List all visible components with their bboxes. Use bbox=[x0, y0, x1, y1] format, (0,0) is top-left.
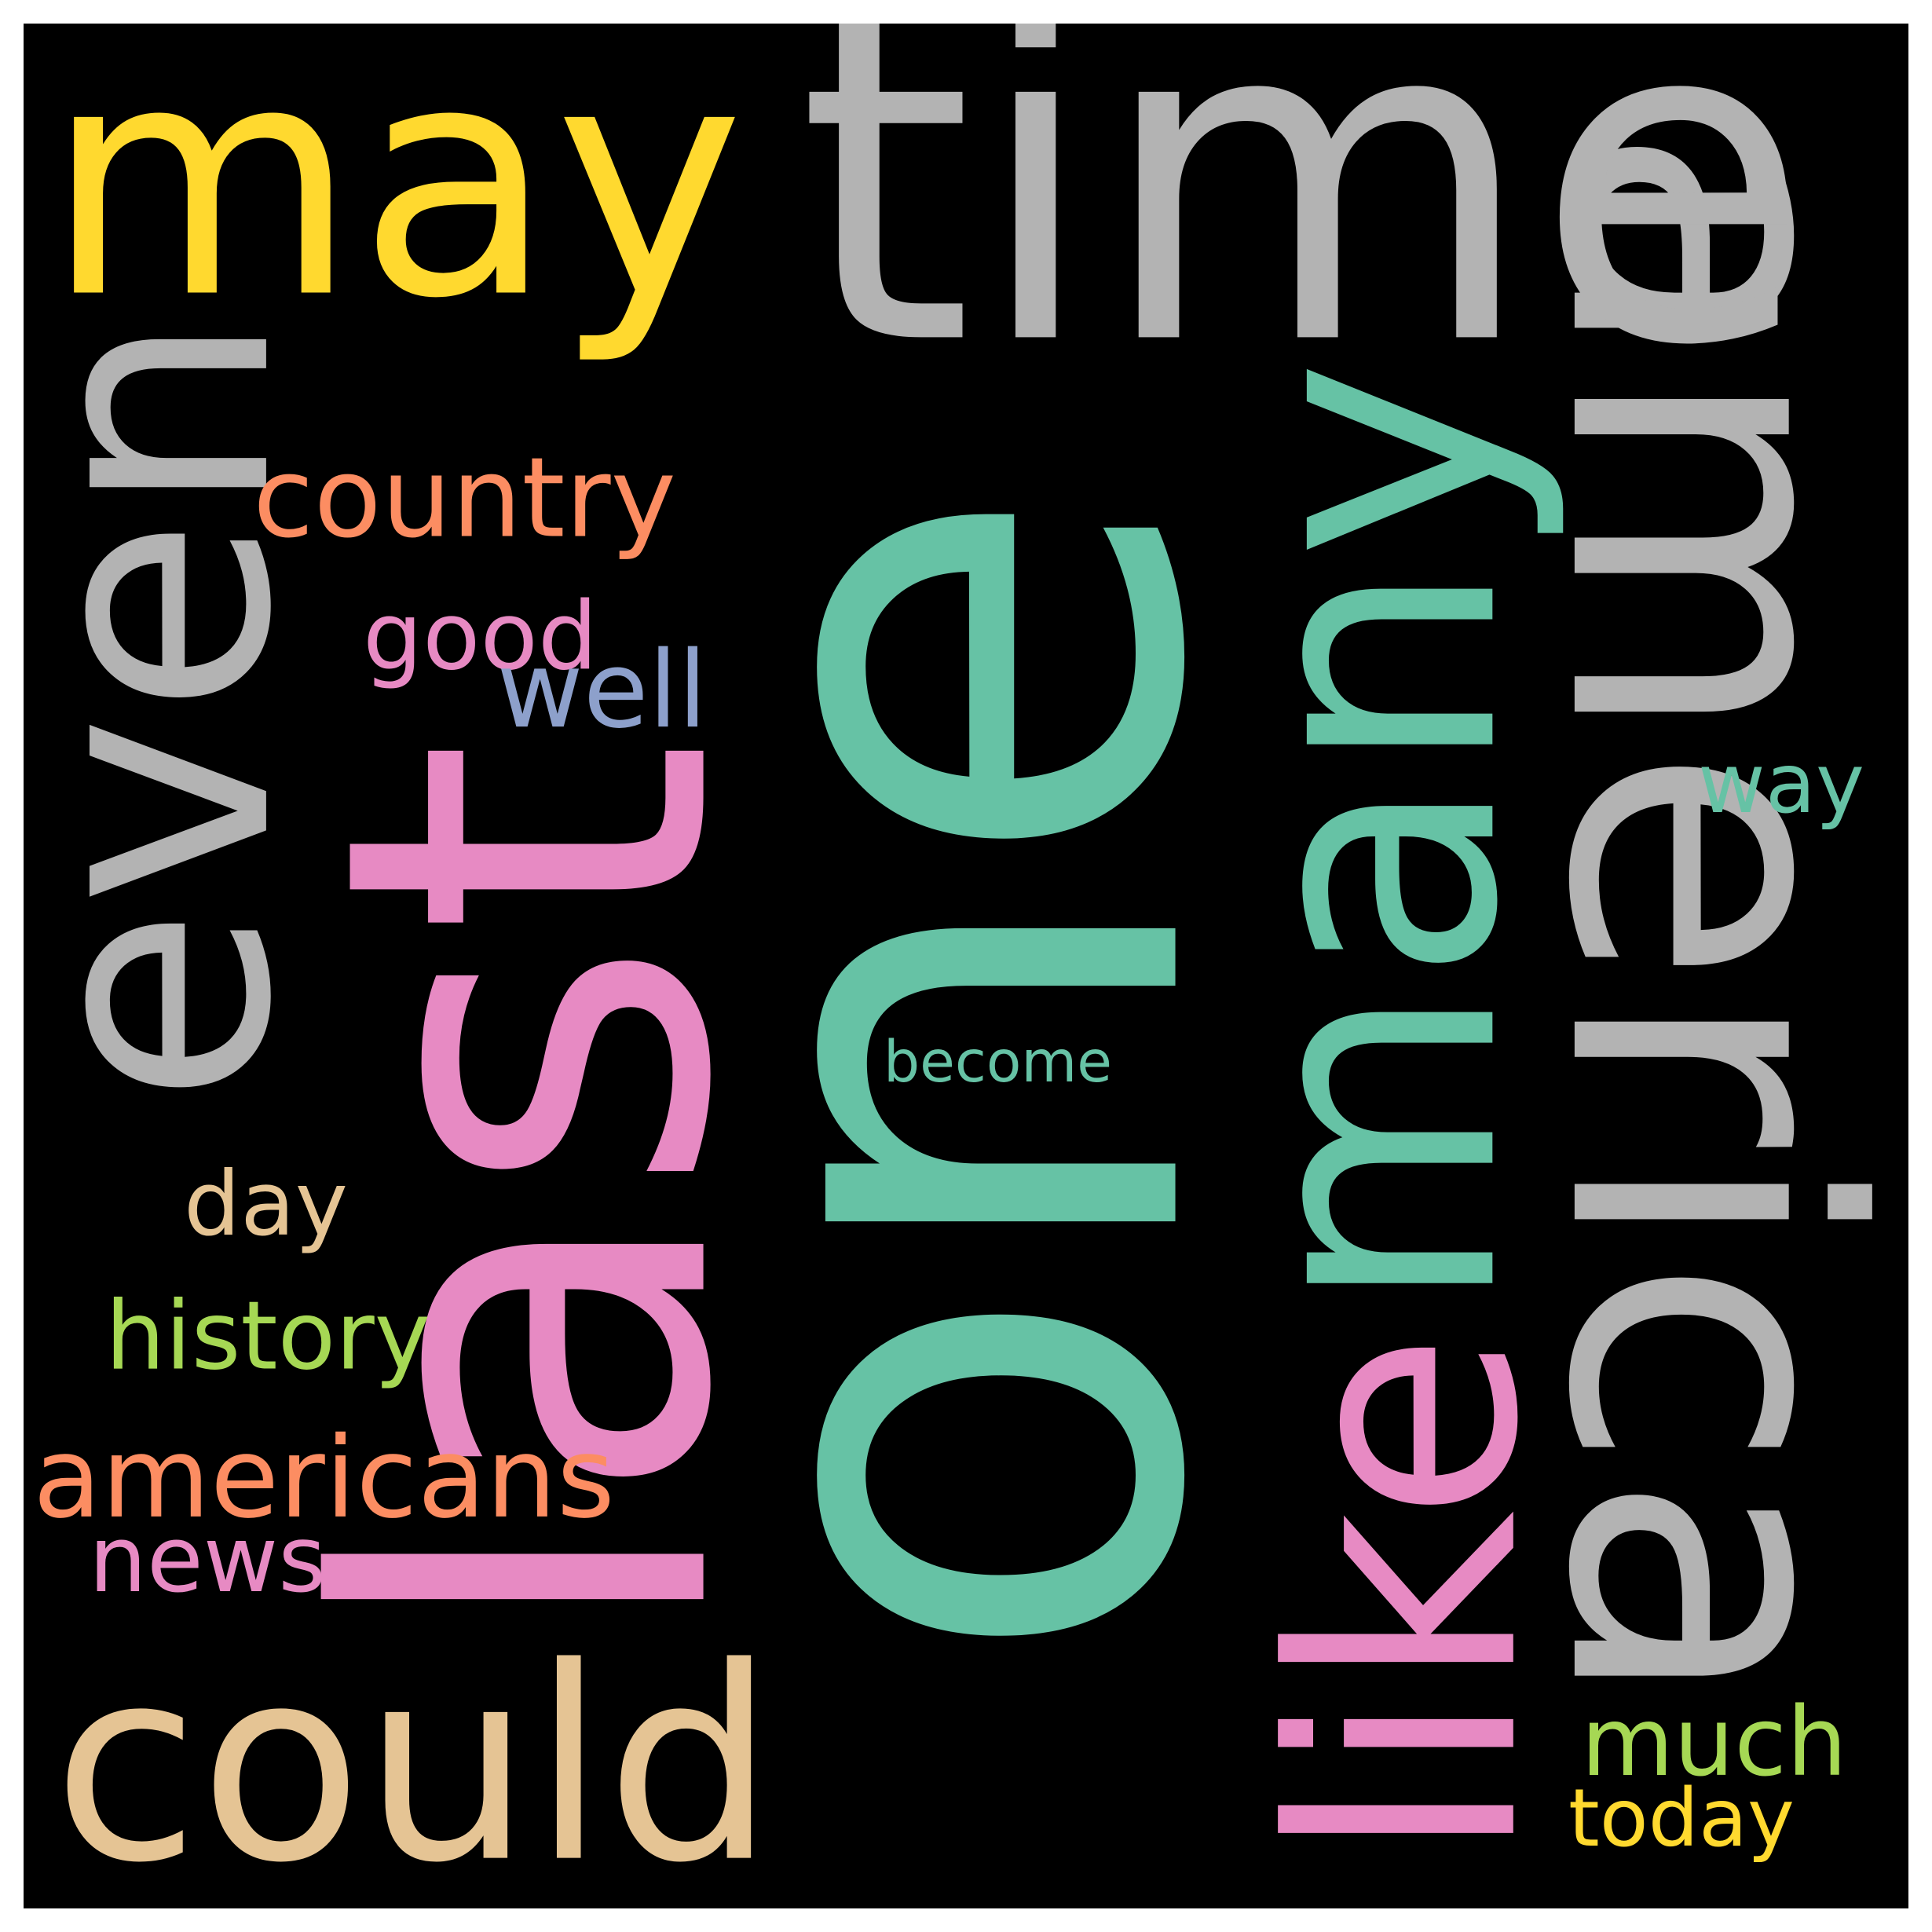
word-way: way bbox=[1698, 736, 1864, 832]
word-country: country bbox=[253, 434, 676, 563]
word-day: day bbox=[184, 1152, 348, 1257]
word-americans: americans bbox=[33, 1412, 615, 1543]
word-even: even bbox=[24, 311, 342, 1106]
word-could: could bbox=[53, 1611, 775, 1908]
word-much: much bbox=[1581, 1685, 1847, 1798]
word-history: history bbox=[105, 1281, 430, 1392]
word-news: news bbox=[89, 1506, 326, 1614]
word-time: time bbox=[797, 24, 1811, 444]
word-many: many bbox=[1177, 359, 1573, 1314]
word-may: may bbox=[45, 24, 745, 369]
word-good: good bbox=[363, 582, 598, 692]
word-today: today bbox=[1568, 1771, 1795, 1864]
word-become: become bbox=[883, 1029, 1113, 1096]
word-well: well bbox=[496, 628, 708, 752]
word-like: like bbox=[1226, 1330, 1587, 1863]
word-cloud: one america last many time even may like… bbox=[24, 24, 1908, 1908]
